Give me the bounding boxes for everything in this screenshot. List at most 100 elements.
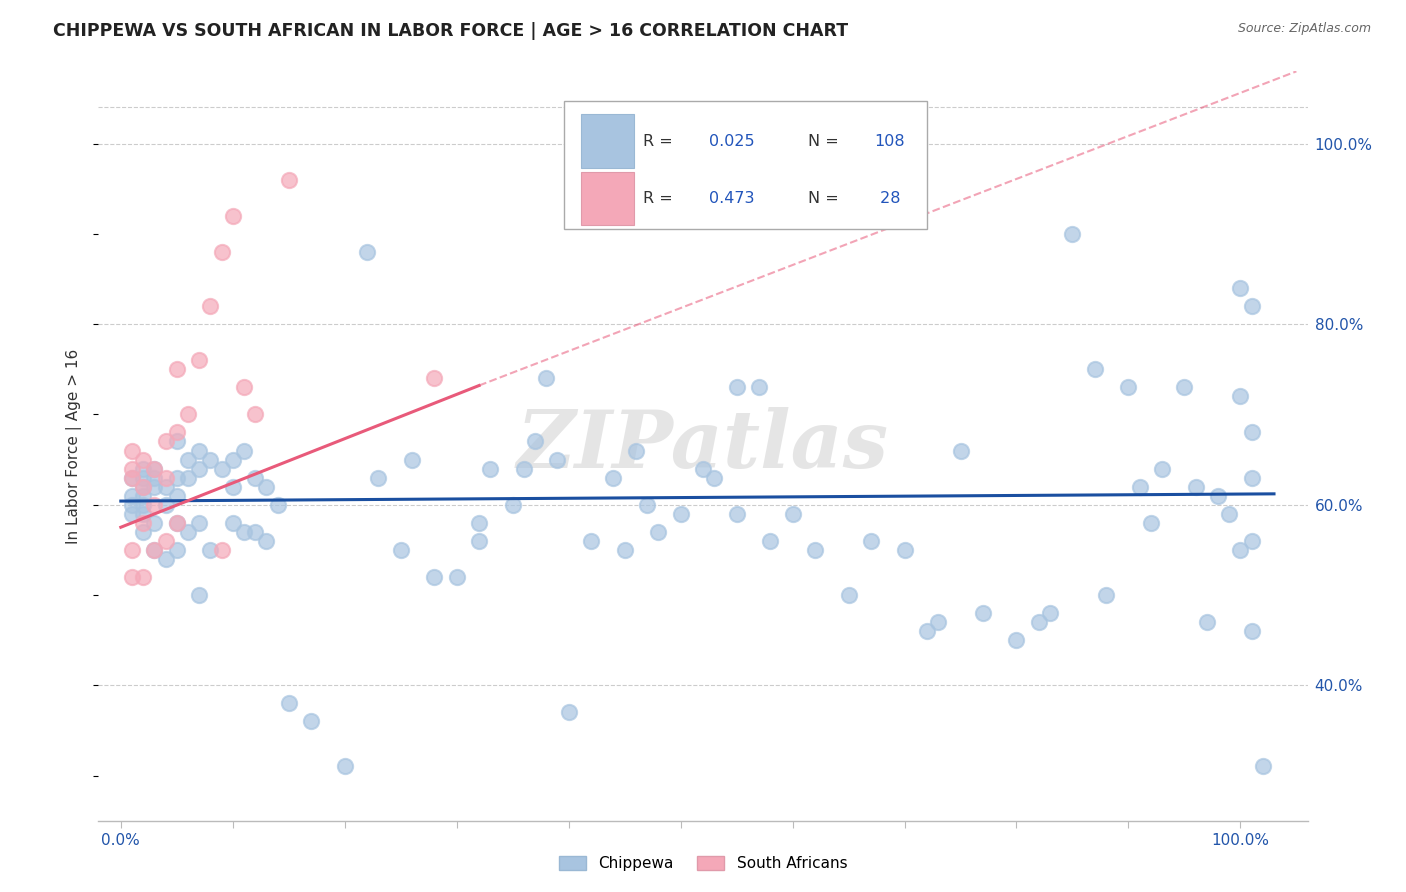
Point xyxy=(143,542,166,557)
Point xyxy=(468,533,491,548)
Point xyxy=(1240,470,1263,484)
Point xyxy=(222,480,245,494)
Point xyxy=(132,470,155,484)
Point xyxy=(782,507,804,521)
Point xyxy=(143,480,166,494)
Point xyxy=(1240,624,1263,638)
Point xyxy=(401,452,423,467)
Point xyxy=(211,461,233,475)
Point xyxy=(1206,489,1229,503)
Point xyxy=(692,461,714,475)
Point xyxy=(243,470,266,484)
Text: 0.473: 0.473 xyxy=(709,191,755,206)
Point xyxy=(243,408,266,422)
Point xyxy=(524,434,547,449)
Point xyxy=(132,480,155,494)
Point xyxy=(155,470,177,484)
Point xyxy=(1129,480,1152,494)
Point xyxy=(188,516,211,530)
Point xyxy=(546,452,568,467)
Point xyxy=(1095,588,1118,602)
Point xyxy=(121,542,143,557)
Point xyxy=(166,434,188,449)
Point xyxy=(121,470,143,484)
Point xyxy=(423,371,446,385)
Point xyxy=(121,489,143,503)
Point xyxy=(536,371,558,385)
Point xyxy=(1240,533,1263,548)
Text: CHIPPEWA VS SOUTH AFRICAN IN LABOR FORCE | AGE > 16 CORRELATION CHART: CHIPPEWA VS SOUTH AFRICAN IN LABOR FORCE… xyxy=(53,22,849,40)
Point xyxy=(725,507,748,521)
Point xyxy=(759,533,782,548)
Point xyxy=(121,498,143,512)
Point xyxy=(1240,425,1263,440)
Point xyxy=(927,615,949,629)
Point xyxy=(155,434,177,449)
Point xyxy=(356,244,378,259)
Point xyxy=(132,498,155,512)
Point xyxy=(703,470,725,484)
Text: ZIPatlas: ZIPatlas xyxy=(517,408,889,484)
Text: N =: N = xyxy=(808,191,844,206)
Point xyxy=(502,498,524,512)
Point xyxy=(121,461,143,475)
FancyBboxPatch shape xyxy=(581,114,634,168)
Point xyxy=(1229,281,1251,295)
Point xyxy=(725,380,748,394)
Point xyxy=(132,489,155,503)
Point xyxy=(166,362,188,376)
Point xyxy=(1195,615,1218,629)
Point xyxy=(1229,542,1251,557)
Point xyxy=(254,533,277,548)
Point xyxy=(243,524,266,539)
Point xyxy=(143,498,166,512)
Point xyxy=(1039,606,1062,620)
Point xyxy=(188,353,211,368)
Text: Source: ZipAtlas.com: Source: ZipAtlas.com xyxy=(1237,22,1371,36)
Point xyxy=(200,542,222,557)
Point xyxy=(132,516,155,530)
Point xyxy=(233,443,256,458)
Point xyxy=(266,498,288,512)
Point xyxy=(132,452,155,467)
Point xyxy=(177,470,200,484)
Point xyxy=(647,524,669,539)
FancyBboxPatch shape xyxy=(581,172,634,225)
Point xyxy=(1184,480,1206,494)
Point xyxy=(166,470,188,484)
Point xyxy=(155,533,177,548)
Text: R =: R = xyxy=(643,134,678,149)
Point xyxy=(1150,461,1173,475)
Point xyxy=(166,425,188,440)
Point xyxy=(143,470,166,484)
Y-axis label: In Labor Force | Age > 16: In Labor Force | Age > 16 xyxy=(66,349,83,543)
Point xyxy=(222,452,245,467)
Point xyxy=(859,533,882,548)
Point xyxy=(177,408,200,422)
Point xyxy=(233,380,256,394)
Point xyxy=(277,696,299,710)
Point xyxy=(1005,633,1028,648)
Point xyxy=(624,443,647,458)
Point xyxy=(143,516,166,530)
Point xyxy=(333,759,356,773)
Point xyxy=(423,570,446,584)
Point xyxy=(155,552,177,566)
Point xyxy=(804,542,827,557)
Point xyxy=(121,470,143,484)
Point xyxy=(177,524,200,539)
Text: 108: 108 xyxy=(875,134,905,149)
Point xyxy=(121,507,143,521)
Point xyxy=(299,714,322,729)
Point xyxy=(143,461,166,475)
Point xyxy=(132,480,155,494)
Point xyxy=(166,489,188,503)
Point xyxy=(166,516,188,530)
Point xyxy=(132,461,155,475)
Point xyxy=(277,172,299,186)
Point xyxy=(155,480,177,494)
Point xyxy=(915,624,938,638)
Point xyxy=(121,443,143,458)
Point xyxy=(479,461,502,475)
Point xyxy=(200,452,222,467)
